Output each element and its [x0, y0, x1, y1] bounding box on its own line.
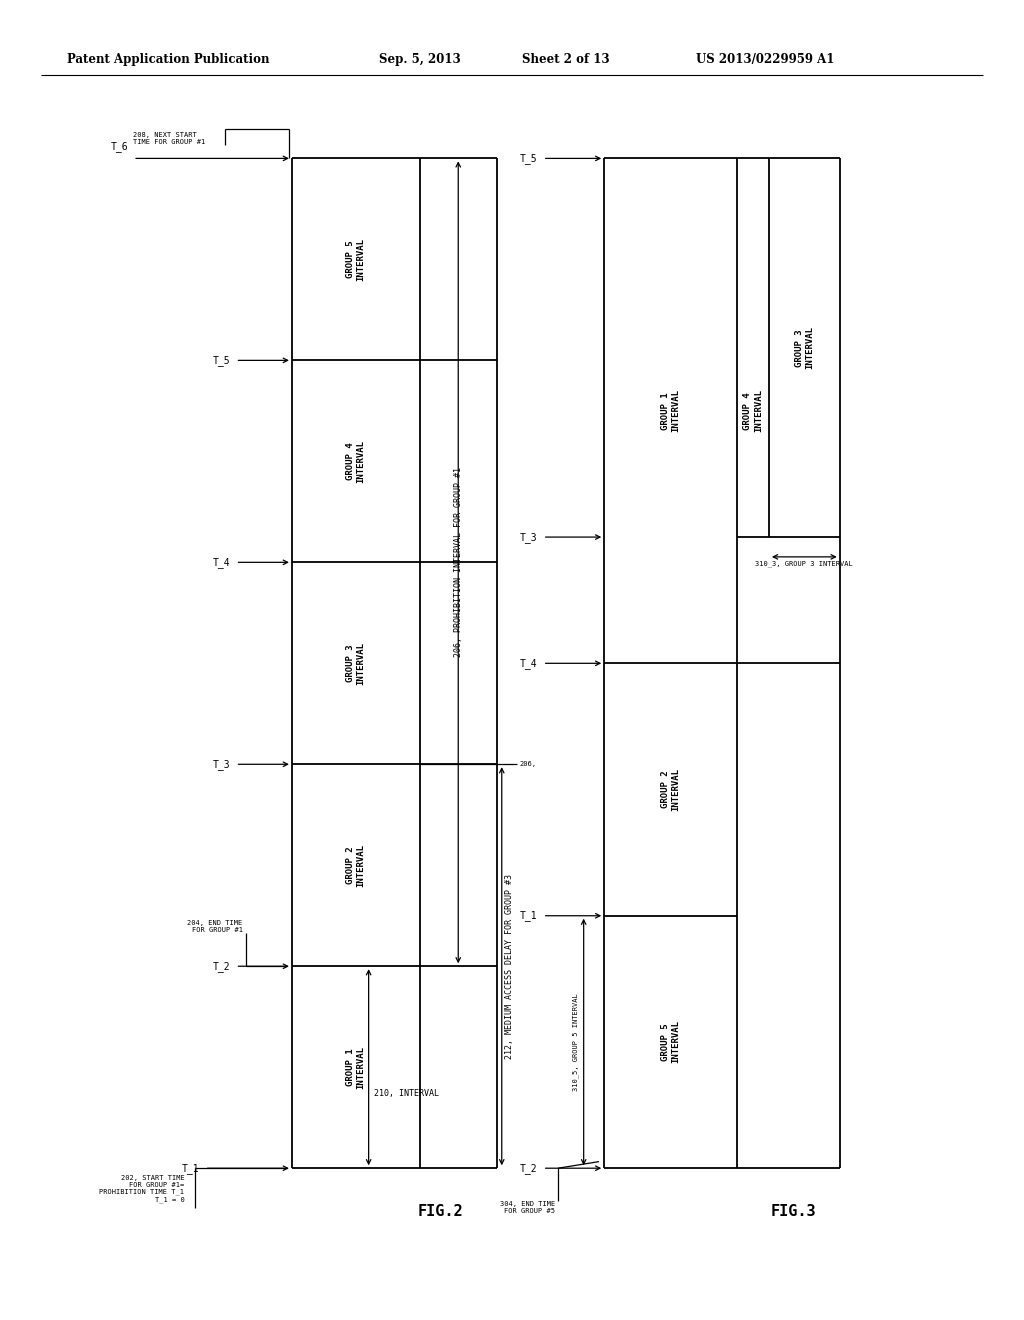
Text: 212, MEDIUM ACCESS DELAY FOR GROUP #3: 212, MEDIUM ACCESS DELAY FOR GROUP #3 [505, 874, 514, 1059]
Text: T_2: T_2 [213, 961, 230, 972]
Text: T_5: T_5 [520, 153, 538, 164]
Text: GROUP 1
INTERVAL: GROUP 1 INTERVAL [346, 1045, 366, 1089]
Text: 206,: 206, [519, 762, 537, 767]
Text: T_1: T_1 [182, 1163, 200, 1173]
Text: 202, START TIME
FOR GROUP #1=
PROHIBITION TIME T_1
T_1 = 0: 202, START TIME FOR GROUP #1= PROHIBITIO… [99, 1175, 184, 1203]
Text: GROUP 5
INTERVAL: GROUP 5 INTERVAL [346, 238, 366, 281]
Text: GROUP 3
INTERVAL: GROUP 3 INTERVAL [346, 642, 366, 685]
Text: GROUP 2
INTERVAL: GROUP 2 INTERVAL [662, 768, 680, 810]
Text: GROUP 2
INTERVAL: GROUP 2 INTERVAL [346, 843, 366, 887]
Text: T_6: T_6 [111, 141, 128, 152]
Text: T_4: T_4 [520, 657, 538, 669]
Text: US 2013/0229959 A1: US 2013/0229959 A1 [696, 53, 835, 66]
Text: Sheet 2 of 13: Sheet 2 of 13 [522, 53, 610, 66]
Text: 310_5, GROUP 5 INTERVAL: 310_5, GROUP 5 INTERVAL [572, 993, 579, 1090]
Text: GROUP 3
INTERVAL: GROUP 3 INTERVAL [795, 326, 814, 370]
Text: T_2: T_2 [520, 1163, 538, 1173]
Text: GROUP 4
INTERVAL: GROUP 4 INTERVAL [743, 389, 763, 433]
Text: GROUP 5
INTERVAL: GROUP 5 INTERVAL [662, 1020, 680, 1064]
Text: GROUP 1
INTERVAL: GROUP 1 INTERVAL [662, 389, 680, 433]
Text: 210, INTERVAL: 210, INTERVAL [374, 1089, 438, 1098]
Text: 204, END TIME
FOR GROUP #1: 204, END TIME FOR GROUP #1 [187, 920, 243, 933]
Text: T_4: T_4 [213, 557, 230, 568]
Text: Patent Application Publication: Patent Application Publication [67, 53, 269, 66]
Text: 310_3, GROUP 3 INTERVAL: 310_3, GROUP 3 INTERVAL [756, 561, 853, 568]
Text: T_1: T_1 [520, 911, 538, 921]
Text: FIG.2: FIG.2 [418, 1204, 463, 1220]
Text: GROUP 4
INTERVAL: GROUP 4 INTERVAL [346, 440, 366, 483]
Text: T_5: T_5 [213, 355, 230, 366]
Text: FIG.3: FIG.3 [771, 1204, 816, 1220]
Text: Sep. 5, 2013: Sep. 5, 2013 [379, 53, 461, 66]
Text: T_3: T_3 [213, 759, 230, 770]
Text: 208, NEXT START
TIME FOR GROUP #1: 208, NEXT START TIME FOR GROUP #1 [133, 132, 206, 145]
Text: 206, PROHIBITION INTERVAL FOR GROUP #1: 206, PROHIBITION INTERVAL FOR GROUP #1 [454, 467, 463, 657]
Text: T_3: T_3 [520, 532, 538, 543]
Text: 304, END TIME
FOR GROUP #5: 304, END TIME FOR GROUP #5 [500, 1201, 555, 1214]
